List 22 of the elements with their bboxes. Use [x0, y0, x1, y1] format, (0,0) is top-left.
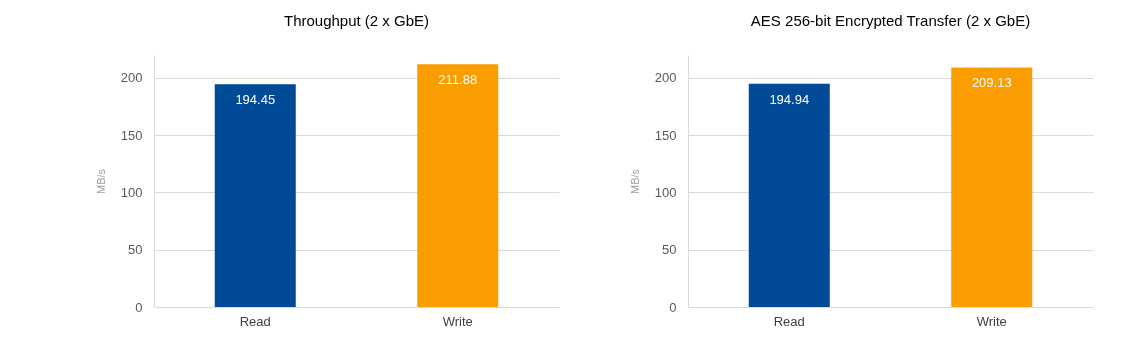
y-tick-label: 100	[120, 184, 143, 200]
x-tick-label: Write	[442, 313, 473, 329]
data-label: 211.88	[438, 72, 478, 88]
y-tick-label: 50	[662, 242, 677, 258]
y-tick-label: 150	[120, 127, 143, 143]
y-tick-label: 150	[654, 127, 677, 143]
data-label: 209.13	[971, 75, 1012, 91]
x-tick-label: Read	[239, 313, 271, 329]
y-tick-label: 100	[654, 184, 677, 200]
y-tick-label: 0	[135, 299, 143, 315]
y-axis-title: MB/s	[628, 168, 641, 195]
y-axis-title: MB/s	[94, 168, 107, 195]
y-tick-label: 50	[128, 242, 143, 258]
y-tick-label: 200	[120, 70, 143, 86]
y-tick-label: 200	[654, 70, 677, 86]
y-tick-label: 0	[669, 299, 677, 315]
chart-title: AES 256-bit Encrypted Transfer (2 x GbE)	[750, 12, 1031, 29]
x-tick-label: Read	[773, 313, 805, 329]
data-label: 194.94	[769, 91, 810, 107]
x-tick-label: Write	[976, 313, 1007, 329]
chart-title: Throughput (2 x GbE)	[283, 12, 430, 29]
data-label: 194.45	[235, 92, 276, 108]
